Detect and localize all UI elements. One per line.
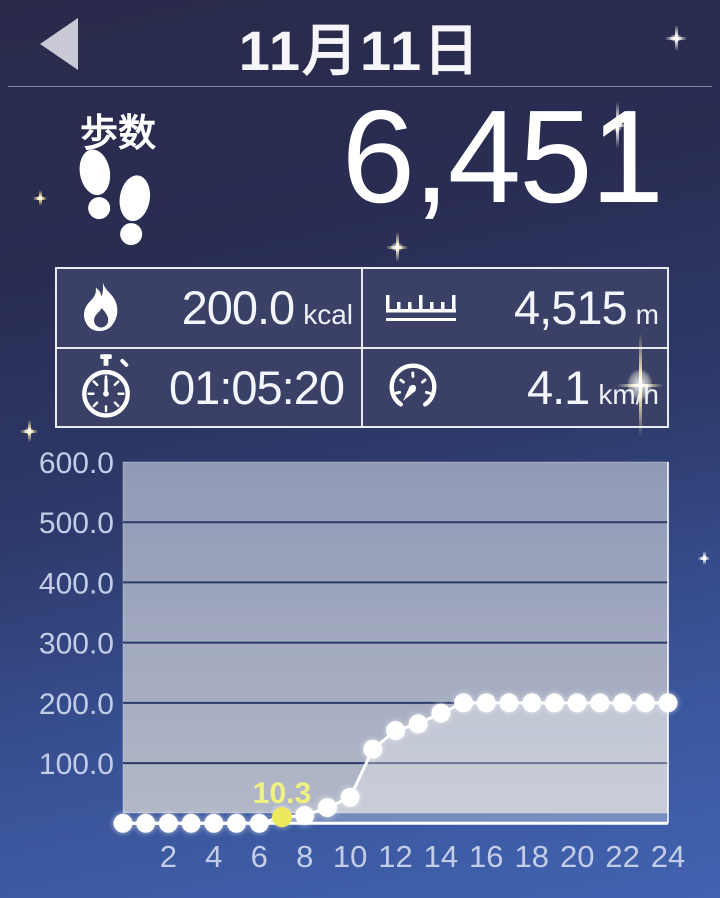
chart-point[interactable] xyxy=(613,693,633,713)
distance-value: 4,515 xyxy=(514,281,628,335)
x-tick-label: 12 xyxy=(378,839,412,874)
y-tick-label: 400.0 xyxy=(39,567,114,600)
y-tick-label: 200.0 xyxy=(39,688,114,721)
back-button[interactable] xyxy=(40,18,80,70)
chart-point[interactable] xyxy=(158,813,178,833)
steps-count: 6,451 xyxy=(341,83,664,230)
stat-speed: 4.1 km/h xyxy=(363,348,667,426)
chart-point[interactable] xyxy=(635,693,655,713)
speed-value: 4.1 xyxy=(526,360,590,414)
chart-point[interactable] xyxy=(386,721,405,741)
chart-point-highlighted[interactable] xyxy=(272,807,292,828)
chart-point[interactable] xyxy=(363,739,383,759)
back-arrow-icon xyxy=(40,18,78,70)
calories-unit: kcal xyxy=(303,299,353,331)
stopwatch-icon xyxy=(79,354,133,420)
x-tick-label: 8 xyxy=(296,839,313,874)
y-tick-label: 100.0 xyxy=(39,748,114,781)
stat-distance: 4,515 m xyxy=(363,269,667,347)
sparkle-icon xyxy=(33,190,47,206)
chart-point[interactable] xyxy=(658,693,678,713)
chart-point[interactable] xyxy=(590,693,610,713)
chart-point[interactable] xyxy=(522,693,542,713)
y-tick-label: 500.0 xyxy=(39,507,114,540)
sparkle-icon xyxy=(386,232,408,262)
highlight-value-label: 10.3 xyxy=(253,777,311,810)
chart-point[interactable] xyxy=(249,813,269,833)
chart-point[interactable] xyxy=(204,813,224,833)
chart-point[interactable] xyxy=(567,693,587,713)
speed-unit: km/h xyxy=(598,378,659,410)
chart-point[interactable] xyxy=(317,798,337,818)
x-tick-label: 10 xyxy=(333,839,367,874)
x-tick-label: 24 xyxy=(651,839,685,874)
x-tick-label: 20 xyxy=(560,839,594,874)
calories-value: 200.0 xyxy=(181,281,296,335)
header-divider xyxy=(8,86,712,87)
duration-value: 01:05:20 xyxy=(169,360,345,414)
chart-point[interactable] xyxy=(454,693,474,713)
x-tick-label: 2 xyxy=(160,839,177,874)
x-tick-label: 22 xyxy=(605,839,639,874)
chart-point[interactable] xyxy=(340,787,360,807)
chart-point[interactable] xyxy=(431,703,451,723)
chart-point[interactable] xyxy=(113,813,133,833)
chart-point[interactable] xyxy=(295,806,315,825)
flame-icon xyxy=(79,279,125,337)
x-tick-label: 14 xyxy=(424,839,458,874)
chart-point[interactable] xyxy=(136,813,156,833)
stats-grid: 200.0 kcal xyxy=(55,267,669,428)
plot-area[interactable] xyxy=(122,461,669,814)
chart-point[interactable] xyxy=(476,693,496,713)
speedometer-icon xyxy=(385,358,441,416)
chart-point[interactable] xyxy=(181,813,201,833)
y-tick-label: 600.0 xyxy=(39,447,114,480)
page-title: 11月11日 xyxy=(238,19,482,82)
sparkle-icon xyxy=(20,420,38,442)
chart-point[interactable] xyxy=(499,693,519,713)
ruler-icon xyxy=(385,291,459,325)
x-tick-label: 18 xyxy=(515,839,549,874)
x-tick-label: 4 xyxy=(205,839,222,874)
x-tick-label: 6 xyxy=(251,839,268,874)
stat-duration: 01:05:20 xyxy=(57,348,361,426)
steps-label: 歩数 xyxy=(80,113,157,155)
stat-calories: 200.0 kcal xyxy=(57,269,361,347)
y-tick-label: 300.0 xyxy=(39,628,114,661)
footprints-icon xyxy=(79,149,151,246)
chart-point[interactable] xyxy=(227,813,246,833)
distance-unit: m xyxy=(635,299,659,331)
area-fill xyxy=(123,702,668,824)
chart-point[interactable] xyxy=(408,714,428,734)
chart-point[interactable] xyxy=(545,693,564,713)
x-tick-label: 16 xyxy=(469,839,503,874)
